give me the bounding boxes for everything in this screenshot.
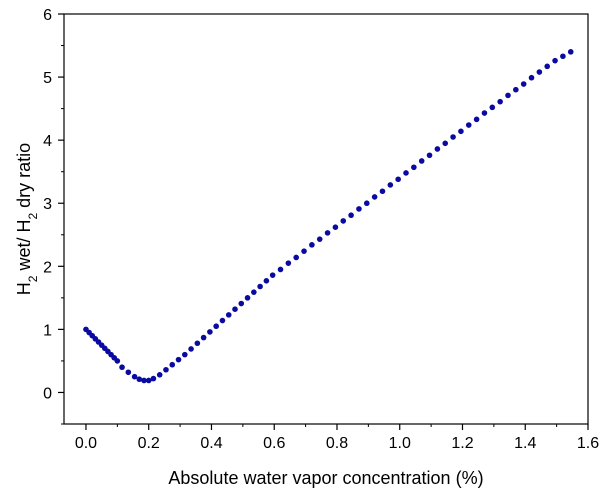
y-tick-label: 3	[43, 196, 52, 213]
data-point	[465, 122, 472, 128]
x-tick-label: 0.8	[326, 435, 348, 452]
data-point	[340, 218, 347, 224]
data-point	[175, 356, 182, 363]
data-point	[567, 49, 574, 55]
data-point	[309, 242, 315, 248]
x-axis-ticks: 0.0 0.2 0.4 0.6 0.8 1.0 1.2 1.4 1.6	[75, 424, 599, 452]
data-point	[188, 346, 194, 352]
x-tick-label: 0.0	[75, 435, 97, 452]
data-point	[277, 266, 284, 273]
data-point	[269, 272, 276, 278]
plot-frame	[63, 13, 589, 425]
data-point	[169, 361, 176, 368]
data-point	[232, 306, 238, 313]
y-tick-label: 2	[43, 259, 52, 276]
data-point	[544, 63, 551, 70]
data-point	[356, 206, 362, 212]
data-point	[520, 81, 527, 87]
data-point	[150, 375, 157, 382]
y-axis-title-subscript: 2	[26, 213, 40, 220]
data-point	[114, 358, 121, 364]
data-point	[324, 230, 331, 236]
data-point	[301, 248, 307, 254]
y-axis-ticks: 0 1 2 3 4 5 6	[43, 7, 64, 425]
data-point	[213, 323, 219, 330]
x-tick-label: 0.4	[200, 435, 222, 452]
data-point	[387, 182, 394, 188]
data-point	[481, 110, 488, 116]
data-point	[285, 260, 292, 266]
data-point	[141, 377, 147, 384]
data-point	[450, 134, 456, 140]
x-tick-label: 1.6	[577, 435, 599, 452]
data-point	[348, 212, 354, 219]
y-axis-title-part: wet/ H	[14, 220, 34, 276]
data-point	[497, 98, 503, 105]
data-point	[442, 140, 449, 147]
data-point	[363, 200, 370, 207]
data-point	[125, 369, 132, 376]
data-point	[251, 289, 257, 295]
data-point	[156, 372, 163, 378]
data-point	[411, 164, 417, 171]
data-point	[332, 224, 339, 230]
data-point	[403, 170, 409, 176]
data-point	[560, 53, 566, 60]
data-point	[257, 283, 263, 290]
data-point	[244, 295, 251, 301]
y-axis-title-subscript: 2	[26, 275, 40, 282]
x-tick-label: 0.2	[138, 435, 160, 452]
data-point	[200, 334, 207, 341]
x-tick-label: 0.6	[263, 435, 285, 452]
data-point	[371, 194, 378, 200]
y-tick-label: 6	[43, 7, 52, 24]
data-point	[473, 116, 480, 123]
x-axis-title: Absolute water vapor concentration (%)	[168, 468, 483, 488]
y-axis-title: H2 wet/ H2 dry ratio	[14, 143, 40, 295]
data-points	[83, 49, 574, 384]
data-point	[552, 57, 558, 64]
y-axis-title-part: dry ratio	[14, 143, 34, 213]
data-point	[528, 74, 535, 81]
data-point	[238, 300, 245, 307]
y-axis-title-part: H	[14, 282, 34, 295]
x-tick-label: 1.2	[451, 435, 473, 452]
data-point	[136, 376, 143, 383]
data-point	[505, 92, 511, 99]
data-point	[207, 329, 213, 335]
y-tick-label: 4	[43, 133, 52, 150]
data-point	[379, 188, 386, 195]
data-point	[536, 69, 543, 75]
data-point	[145, 377, 152, 384]
y-tick-label: 1	[43, 322, 52, 339]
data-point	[489, 104, 496, 111]
data-point	[434, 146, 441, 152]
x-tick-label: 1.0	[389, 435, 411, 452]
data-point	[316, 236, 323, 242]
data-point	[293, 254, 299, 261]
data-point	[225, 312, 232, 318]
x-tick-label: 1.4	[514, 435, 536, 452]
y-tick-label: 0	[43, 385, 52, 402]
data-point	[263, 278, 270, 284]
data-point	[182, 351, 188, 358]
data-point	[418, 158, 425, 164]
data-point	[458, 128, 464, 135]
data-point	[219, 317, 226, 324]
y-tick-label: 5	[43, 70, 52, 87]
data-point	[163, 366, 169, 373]
data-point	[513, 86, 519, 93]
data-point	[426, 152, 433, 159]
data-point	[119, 364, 125, 371]
data-point	[395, 176, 401, 183]
data-point	[131, 373, 138, 380]
data-point	[194, 340, 201, 347]
